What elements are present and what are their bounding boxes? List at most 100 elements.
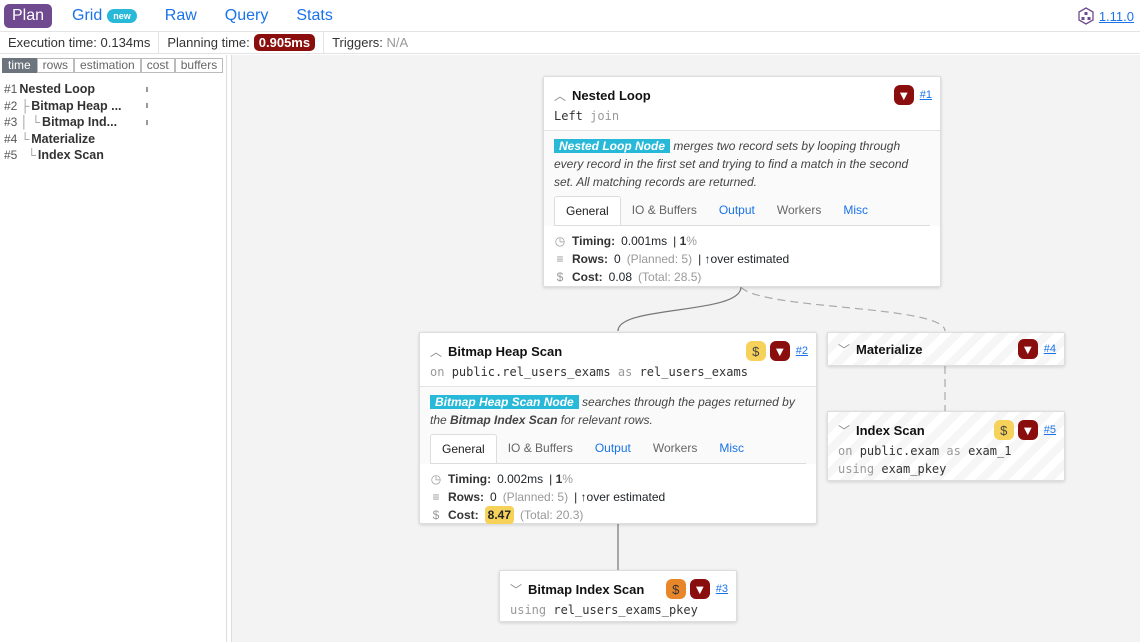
node-details: ◷ Timing: 0.001ms | 1% ≡ Rows: 0 (Planned: 5) |… [544,226,940,292]
thumbs-down-icon: ▼ [1017,339,1038,359]
tab-general[interactable]: General [430,434,497,463]
node-type-tag: Bitmap Heap Scan Node [430,395,579,409]
cost-total: (Total: 28.5) [638,270,702,284]
tree-item-id: #1 [4,82,18,97]
tab-output[interactable]: Output [594,441,631,455]
node-title: Index Scan [856,422,925,438]
tab-grid-label: Grid [72,6,103,24]
tab-stats[interactable]: Stats [296,6,333,24]
tree-item-name: Index Scan [37,148,104,163]
tree-item[interactable]: #3 │ └ Bitmap Ind... [4,114,226,131]
metric-cost[interactable]: cost [140,58,175,73]
tab-query[interactable]: Query [224,6,269,24]
tab-misc[interactable]: Misc [843,203,868,217]
tree-connector: ├ [20,98,30,113]
node-bitmap-index-scan[interactable]: ﹀ Bitmap Index Scan $ ▼ #3 using rel_users_e… [499,570,737,622]
rows-value: 0 [614,252,621,266]
chevron-down-icon[interactable]: ﹀ [510,582,523,597]
cost-label: Cost: [572,270,603,284]
dollar-icon: $ [556,270,564,284]
estimate-text: over estimated [710,252,790,266]
kw-on: on [430,365,445,379]
tree-item-name: Bitmap Ind... [42,115,118,130]
dollar-badge-icon: $ [665,579,686,599]
metric-time[interactable]: time [2,58,37,73]
relation-alias: exam_1 [968,444,1012,458]
timing-label: Timing: [448,472,492,486]
rows-planned: (Planned: 5) [502,490,569,504]
kw-using: using [838,462,875,476]
node-nested-loop[interactable]: ︿ Nested Loop ▼ #1 Left join Nested Loop No… [543,76,941,287]
node-id-link[interactable]: #5 [1043,424,1056,436]
node-description: Nested Loop Node merges two record sets … [544,130,940,226]
metric-buffers[interactable]: buffers [174,58,224,73]
metric-rows[interactable]: rows [36,58,75,73]
node-header: ﹀ Bitmap Index Scan $ ▼ #3 [500,571,736,601]
tab-output[interactable]: Output [718,203,755,217]
version-link[interactable]: 1.11.0 [1077,7,1134,25]
timing-label: Timing: [572,234,616,248]
tree-connector: └ [20,148,36,163]
triggers-label: Triggers: [332,35,383,50]
tree-item[interactable]: #2 ├ Bitmap Heap ... [4,98,226,115]
stats-bar: Execution time: 0.134ms Planning time: 0.… [0,32,1140,54]
panel-splitter[interactable] [226,55,232,642]
rows-row: ≡ Rows: 0 (Planned: 5) | ↑over estimated [430,488,806,506]
rows-label: Rows: [572,252,608,266]
tree-connector: └ [20,131,30,146]
node-materialize[interactable]: ﹀ Materialize ▼ #4 [827,332,1065,366]
kw-as: as [946,444,961,458]
tree-item[interactable]: #4 └ Materialize [4,131,226,148]
arrow-up-icon: ↑ [704,252,711,266]
tab-io-buffers[interactable]: IO & Buffers [507,441,573,455]
tree-item-name: Bitmap Heap ... [31,98,122,113]
thumbs-down-icon: ▼ [893,85,914,105]
tree-item[interactable]: #1 Nested Loop [4,81,226,98]
chevron-up-icon[interactable]: ︿ [430,344,443,359]
description-text: merges two record sets by looping throug… [554,139,909,189]
tab-io-buffers[interactable]: IO & Buffers [631,203,697,217]
clock-icon: ◷ [554,234,566,248]
time-bar [146,86,148,92]
tab-misc[interactable]: Misc [719,441,744,455]
chevron-down-icon[interactable]: ﹀ [838,423,851,438]
thumbs-down-icon: ▼ [689,579,710,599]
cost-row: $ Cost: 8.47 (Total: 20.3) [430,506,806,524]
node-id-link[interactable]: #4 [1043,343,1056,355]
chevron-up-icon[interactable]: ︿ [554,88,567,103]
relation-name: public.exam [859,444,940,458]
node-id-link[interactable]: #2 [795,345,808,357]
tree-item-name: Materialize [31,131,96,146]
tab-plan[interactable]: Plan [4,3,53,28]
tab-general[interactable]: General [554,196,621,225]
tree-item-id: #3 [4,115,18,130]
kw-using: using [510,603,547,617]
cost-row: $ Cost: 0.08 (Total: 28.5) [554,268,930,286]
cost-total: (Total: 20.3) [520,508,584,522]
node-index-scan[interactable]: ﹀ Index Scan $ ▼ #5 on public.exam as exam_1… [827,411,1065,481]
tab-workers[interactable]: Workers [776,203,822,217]
node-bitmap-heap-scan[interactable]: ︿ Bitmap Heap Scan $ ▼ #2 on public.rel_user… [419,332,817,524]
node-id-link[interactable]: #3 [715,583,728,595]
triggers-value: N/A [386,35,409,50]
execution-value: 0.134ms [100,35,151,50]
join-keyword: join [590,109,620,123]
tree-item[interactable]: #5 └ Index Scan [4,147,226,164]
chevron-down-icon[interactable]: ﹀ [838,342,851,357]
tree-item-name: Nested Loop [19,82,96,97]
plan-tree: #1 Nested Loop #2 ├ Bitmap Heap ... #3 │ └… [0,81,226,164]
metric-estimation[interactable]: estimation [74,58,141,73]
node-id-link[interactable]: #1 [919,89,932,101]
tab-raw[interactable]: Raw [164,6,197,24]
dollar-icon: $ [432,508,440,522]
rows-label: Rows: [448,490,484,504]
time-bar [146,119,148,125]
tab-grid[interactable]: Grid new [64,4,145,28]
node-type-tag: Nested Loop Node [554,139,671,153]
rows-value: 0 [490,490,497,504]
version-text: 1.11.0 [1098,8,1134,24]
cost-value: 0.08 [608,270,633,284]
clock-icon: ◷ [430,472,442,486]
node-title: Bitmap Index Scan [528,581,645,597]
tab-workers[interactable]: Workers [652,441,698,455]
